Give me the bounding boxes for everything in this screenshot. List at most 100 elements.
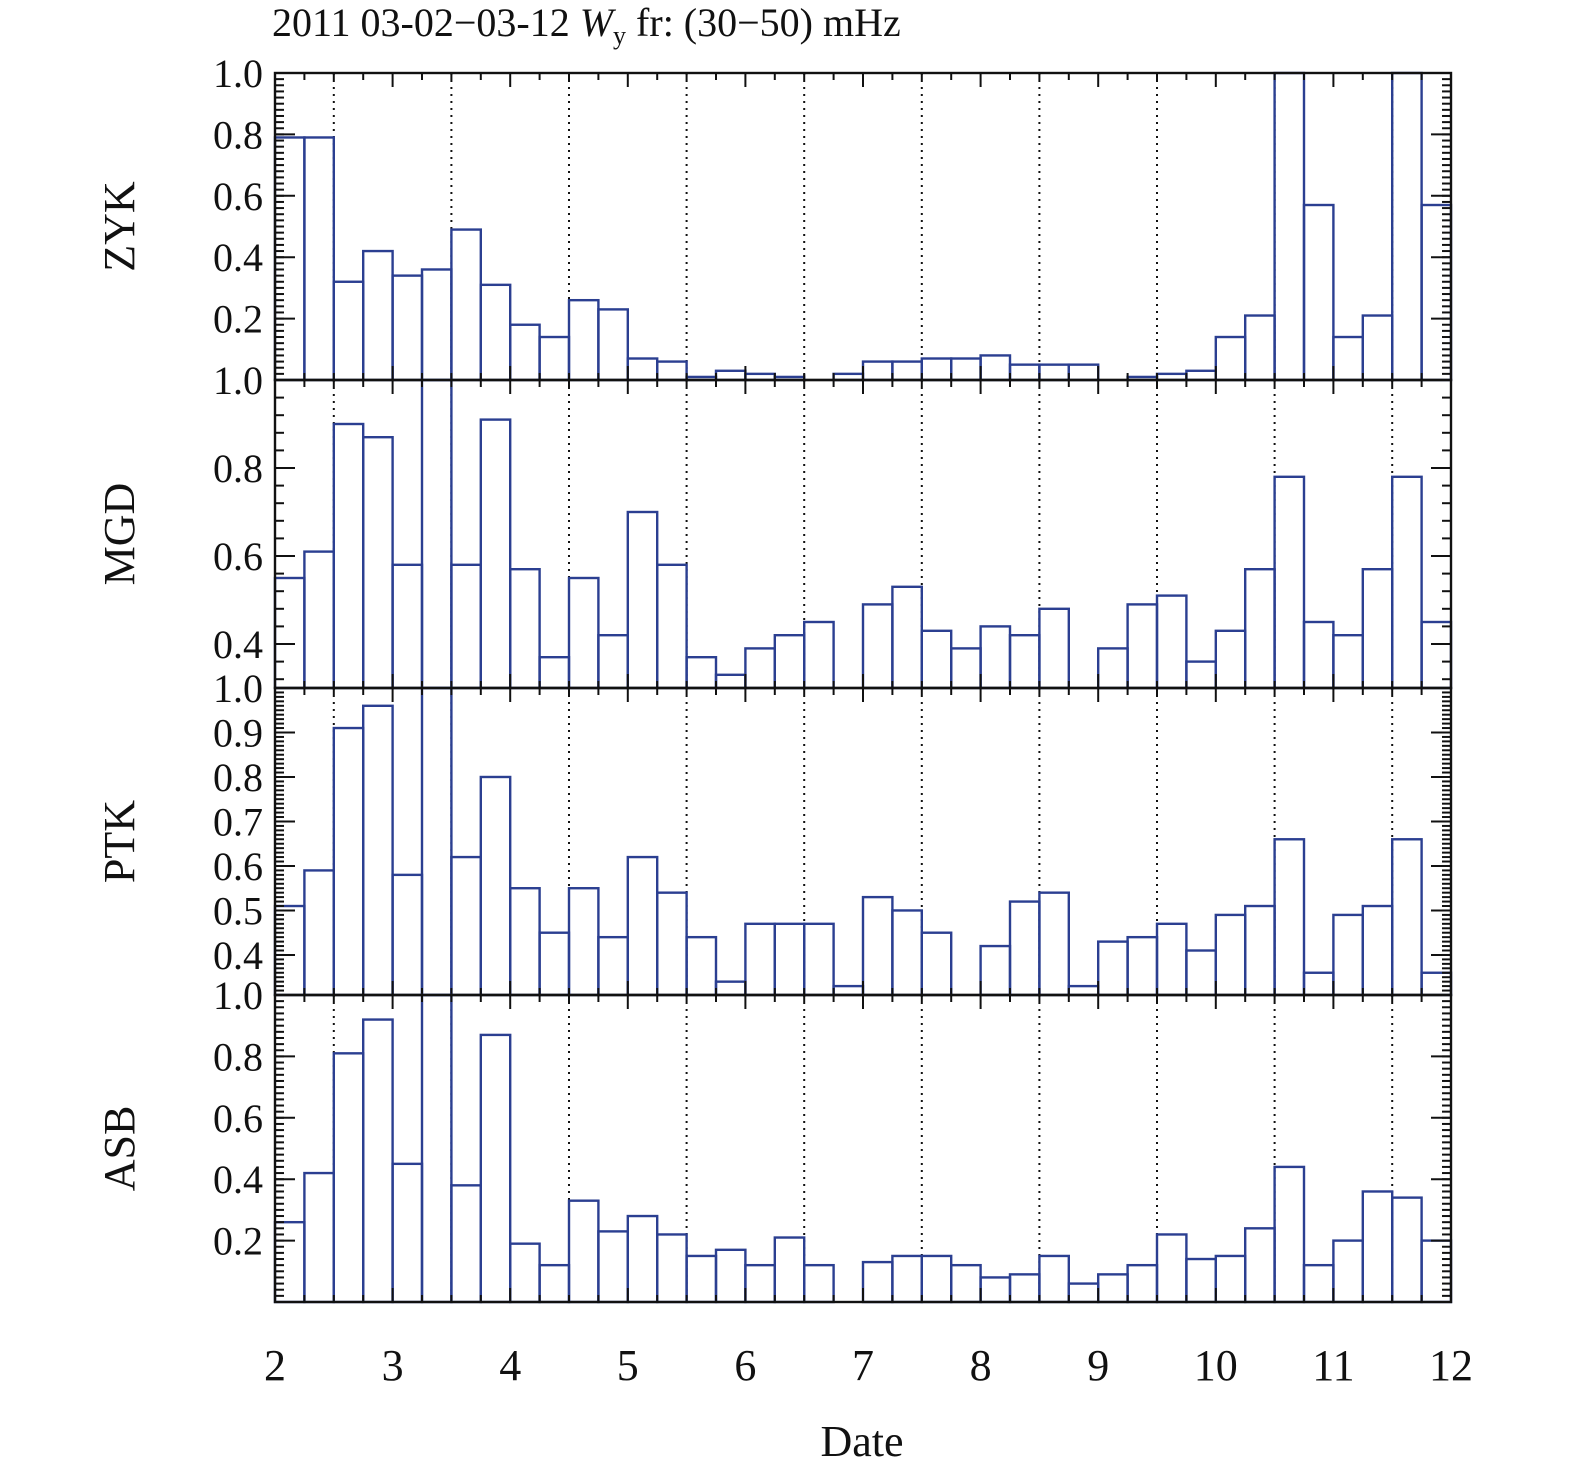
bar (567, 298, 600, 382)
bar (1273, 475, 1306, 690)
bar (979, 944, 1012, 997)
bar (685, 935, 718, 997)
bar (1126, 935, 1159, 997)
bar (362, 704, 394, 997)
bar (420, 993, 453, 1304)
bar (1126, 1263, 1159, 1304)
y-tick-label: 1.0 (213, 666, 263, 711)
bar (1361, 1190, 1394, 1304)
bar (803, 620, 835, 690)
x-tick-label: 9 (1087, 1341, 1109, 1390)
bar (332, 422, 365, 690)
bar (1038, 363, 1071, 382)
bar (391, 563, 424, 690)
x-tick-label: 3 (382, 1341, 404, 1390)
bar (597, 1230, 630, 1304)
bar (1214, 913, 1247, 997)
bar (1038, 607, 1071, 690)
bar (1420, 971, 1453, 997)
bar (773, 922, 806, 997)
bar (332, 726, 365, 997)
bar (1361, 568, 1394, 690)
bar (1273, 71, 1306, 382)
bar (1008, 1273, 1041, 1304)
bar (1155, 922, 1188, 997)
bar (479, 1033, 512, 1304)
bar (950, 1263, 982, 1304)
bar (332, 280, 365, 382)
bar (273, 576, 306, 690)
bar (1302, 203, 1335, 382)
y-tick-label: 1.0 (213, 358, 263, 403)
bar (1390, 71, 1423, 382)
y-tick-label: 0.8 (213, 755, 263, 800)
bar (509, 887, 541, 997)
bar (920, 1254, 953, 1304)
x-tick-label: 12 (1429, 1341, 1473, 1390)
bar (773, 1236, 806, 1304)
panel-frame (273, 993, 1453, 1304)
y-axis-label: ASB (95, 1106, 144, 1192)
bar (744, 1263, 777, 1304)
panel-zyk: 0.2 0.4 0.6 0.8 1.0 ZYK (95, 51, 1453, 382)
bar (1332, 913, 1365, 997)
bar (714, 673, 747, 690)
bar (450, 855, 482, 997)
bar (714, 980, 747, 997)
bar (1038, 1254, 1071, 1304)
bar (656, 563, 688, 690)
bar (891, 909, 924, 997)
bar (1243, 904, 1276, 997)
bar (479, 418, 512, 690)
bar (1332, 1239, 1365, 1304)
y-tick-label: 0.8 (213, 1034, 263, 1079)
bar (420, 268, 453, 382)
bar (1185, 1257, 1218, 1304)
bar (1420, 620, 1453, 690)
bar (1214, 335, 1247, 382)
bar (891, 585, 924, 690)
bar (391, 873, 424, 997)
bar (1273, 838, 1306, 997)
chart-title-suffix: fr: (30−50) mHz (626, 0, 901, 45)
bar (1067, 363, 1100, 382)
bar (744, 922, 777, 997)
bar (303, 869, 335, 997)
chart-title-prefix: 2011 03-02−03-12 (272, 0, 580, 45)
bar (538, 656, 571, 690)
bar (450, 563, 482, 690)
bar (1420, 203, 1453, 382)
x-tick-label: 6 (734, 1341, 756, 1390)
y-tick-label: 0.6 (213, 844, 263, 889)
bar (1243, 568, 1276, 690)
bar (567, 887, 600, 997)
y-tick-label: 0.9 (213, 710, 263, 755)
bar (920, 629, 953, 690)
bar (538, 335, 571, 382)
bar (891, 1254, 924, 1304)
bar (861, 1260, 894, 1304)
y-tick-label: 0.5 (213, 888, 263, 933)
bar (1361, 904, 1394, 997)
bar (656, 1233, 688, 1304)
bar (950, 647, 982, 690)
bar (1214, 1254, 1247, 1304)
bar (744, 647, 777, 690)
chart-title-subscript: y (613, 21, 626, 50)
y-tick-label: 0.2 (213, 297, 263, 342)
bar (1185, 369, 1218, 382)
bar (303, 550, 335, 690)
bar (656, 891, 688, 997)
bar (1302, 971, 1335, 997)
bar (479, 283, 512, 382)
bar (1243, 1227, 1276, 1304)
y-axis-label: ZYK (95, 181, 144, 272)
bar (509, 1242, 541, 1304)
bar (1361, 314, 1394, 382)
x-tick-label: 8 (970, 1341, 992, 1390)
bar (1008, 634, 1041, 690)
bar (332, 1052, 365, 1304)
y-tick-label: 0.4 (213, 235, 263, 280)
plot-area: 0.20.40.60.81.0ZYK0.40.60.81.0MGD0.40.50… (95, 51, 1473, 1390)
